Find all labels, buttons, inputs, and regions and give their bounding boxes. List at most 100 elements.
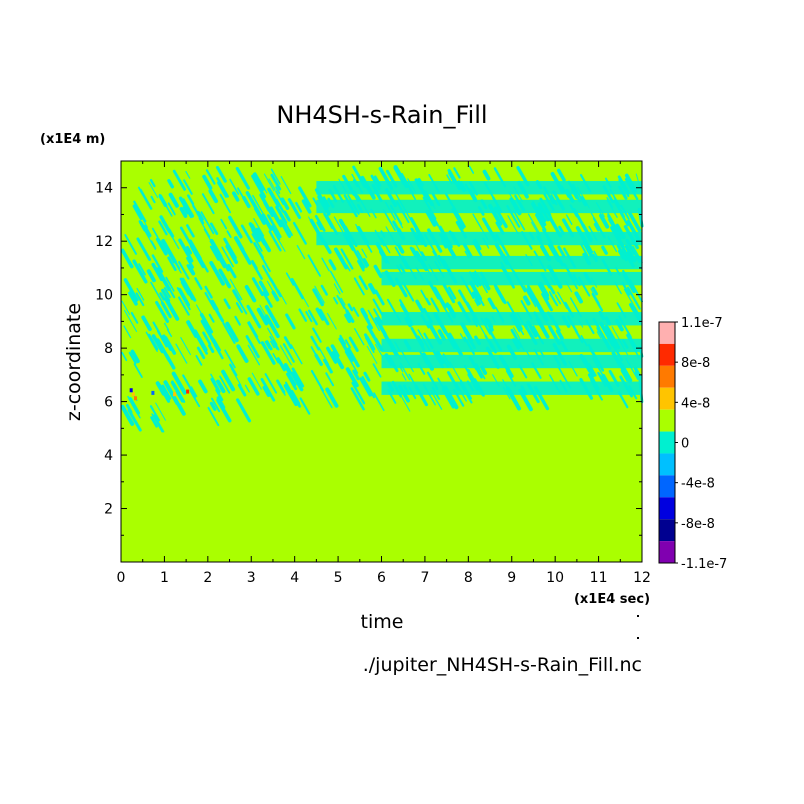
heatmap-streak (167, 256, 177, 272)
heatmap-streak (198, 217, 211, 238)
heatmap-streak (607, 214, 614, 225)
heatmap-streak (176, 403, 186, 416)
heatmap-streak (318, 308, 330, 326)
heatmap-streak (204, 285, 213, 299)
heatmap-streak (213, 249, 226, 269)
heatmap-streak (183, 179, 193, 195)
heatmap-streak (186, 224, 195, 238)
heatmap-streak (213, 305, 225, 323)
heatmap-streak (363, 333, 373, 347)
heatmap-streak (401, 281, 415, 302)
heatmap-streak (202, 331, 212, 346)
heatmap-streak (267, 214, 282, 239)
heatmap-streak (168, 192, 179, 208)
colorbar-label: 4e-8 (681, 396, 710, 411)
heatmap-streak (157, 383, 171, 403)
heatmap-streak (195, 355, 203, 366)
heatmap-streak (316, 221, 323, 231)
heatmap-streak (266, 280, 275, 293)
x-tick-label: 9 (507, 570, 516, 586)
heatmap-streak (321, 257, 330, 272)
heatmap-streak (260, 377, 276, 402)
heatmap-streak (372, 298, 384, 317)
y-tick-label: 6 (104, 395, 113, 411)
heatmap-streak (557, 245, 566, 258)
heatmap-streak (239, 246, 252, 265)
heatmap-streak (352, 369, 360, 381)
heatmap-streak (593, 222, 601, 232)
heatmap-streak (216, 398, 232, 423)
x-tick-label: 12 (633, 570, 651, 586)
heatmap-streak (487, 297, 496, 310)
heatmap-band (381, 271, 642, 286)
heatmap-streak (254, 334, 261, 345)
heatmap-streak (301, 295, 309, 308)
heatmap-streak (283, 363, 292, 375)
heatmap-streak (163, 287, 171, 299)
source-file-label: ./jupiter_NH4SH-s-Rain_Fill.nc (363, 654, 642, 676)
heatmap-streak (120, 404, 135, 426)
heatmap-streak (512, 209, 526, 231)
heatmap-streak (299, 397, 311, 415)
heatmap-speckle (129, 388, 133, 393)
heatmap-streak (261, 264, 273, 283)
heatmap-streak (280, 197, 290, 210)
heatmap-streak (172, 169, 186, 191)
heatmap-streak (333, 247, 349, 270)
heatmap-streak (168, 305, 175, 315)
heatmap-streak (190, 386, 198, 397)
heatmap-streak (209, 401, 217, 411)
heatmap-streak (373, 308, 383, 324)
heatmap-streak (340, 248, 354, 270)
heatmap-streak (209, 260, 225, 286)
heatmap-streak (209, 238, 223, 259)
heatmap-streak (453, 167, 461, 179)
heatmap-streak (339, 334, 347, 346)
heatmap-streak (362, 258, 370, 267)
heatmap-streak (275, 198, 285, 213)
heatmap-streak (136, 237, 152, 261)
heatmap-streak (177, 296, 190, 316)
heatmap-streak (596, 331, 602, 339)
heatmap-streak (467, 368, 475, 380)
heatmap-streak (228, 215, 243, 239)
heatmap-streak (268, 178, 276, 191)
heatmap-streak (437, 329, 446, 341)
heatmap-streak (128, 397, 141, 415)
colorbar-swatch (659, 365, 675, 388)
heatmap-streak (526, 288, 536, 303)
heatmap-streak (161, 288, 171, 303)
heatmap-streak (121, 351, 128, 362)
heatmap-band (381, 255, 642, 270)
heatmap-streak (179, 277, 194, 301)
heatmap-streak (507, 215, 519, 235)
heatmap-streak (216, 181, 228, 198)
heatmap-streak (235, 302, 243, 313)
heatmap-streak (185, 170, 191, 179)
heatmap-streak (202, 174, 213, 190)
heatmap-streak (134, 203, 140, 211)
heatmap-streak (264, 304, 280, 329)
heatmap-streak (574, 291, 583, 304)
heatmap-streak (344, 350, 359, 374)
x-tick-label: 1 (160, 570, 169, 586)
heatmap-streak (156, 338, 171, 362)
heatmap-streak (245, 335, 260, 359)
heatmap-streak (258, 280, 270, 297)
heatmap-streak (132, 259, 148, 284)
heatmap-streak (146, 269, 156, 283)
heatmap-streak (591, 292, 604, 312)
y-tick-label: 4 (104, 448, 113, 464)
heatmap-speckle (173, 392, 177, 397)
colorbar (658, 321, 678, 564)
heatmap-streak (149, 405, 161, 422)
heatmap-streak (296, 244, 306, 260)
heatmap-streak (123, 325, 132, 339)
heatmap-streak (350, 387, 365, 411)
heatmap-streak (141, 315, 152, 332)
heatmap-streak (246, 304, 262, 329)
heatmap-streak (251, 277, 264, 297)
heatmap-streak (366, 345, 378, 364)
heatmap-streak (392, 220, 400, 231)
heatmap-streak (283, 336, 293, 350)
